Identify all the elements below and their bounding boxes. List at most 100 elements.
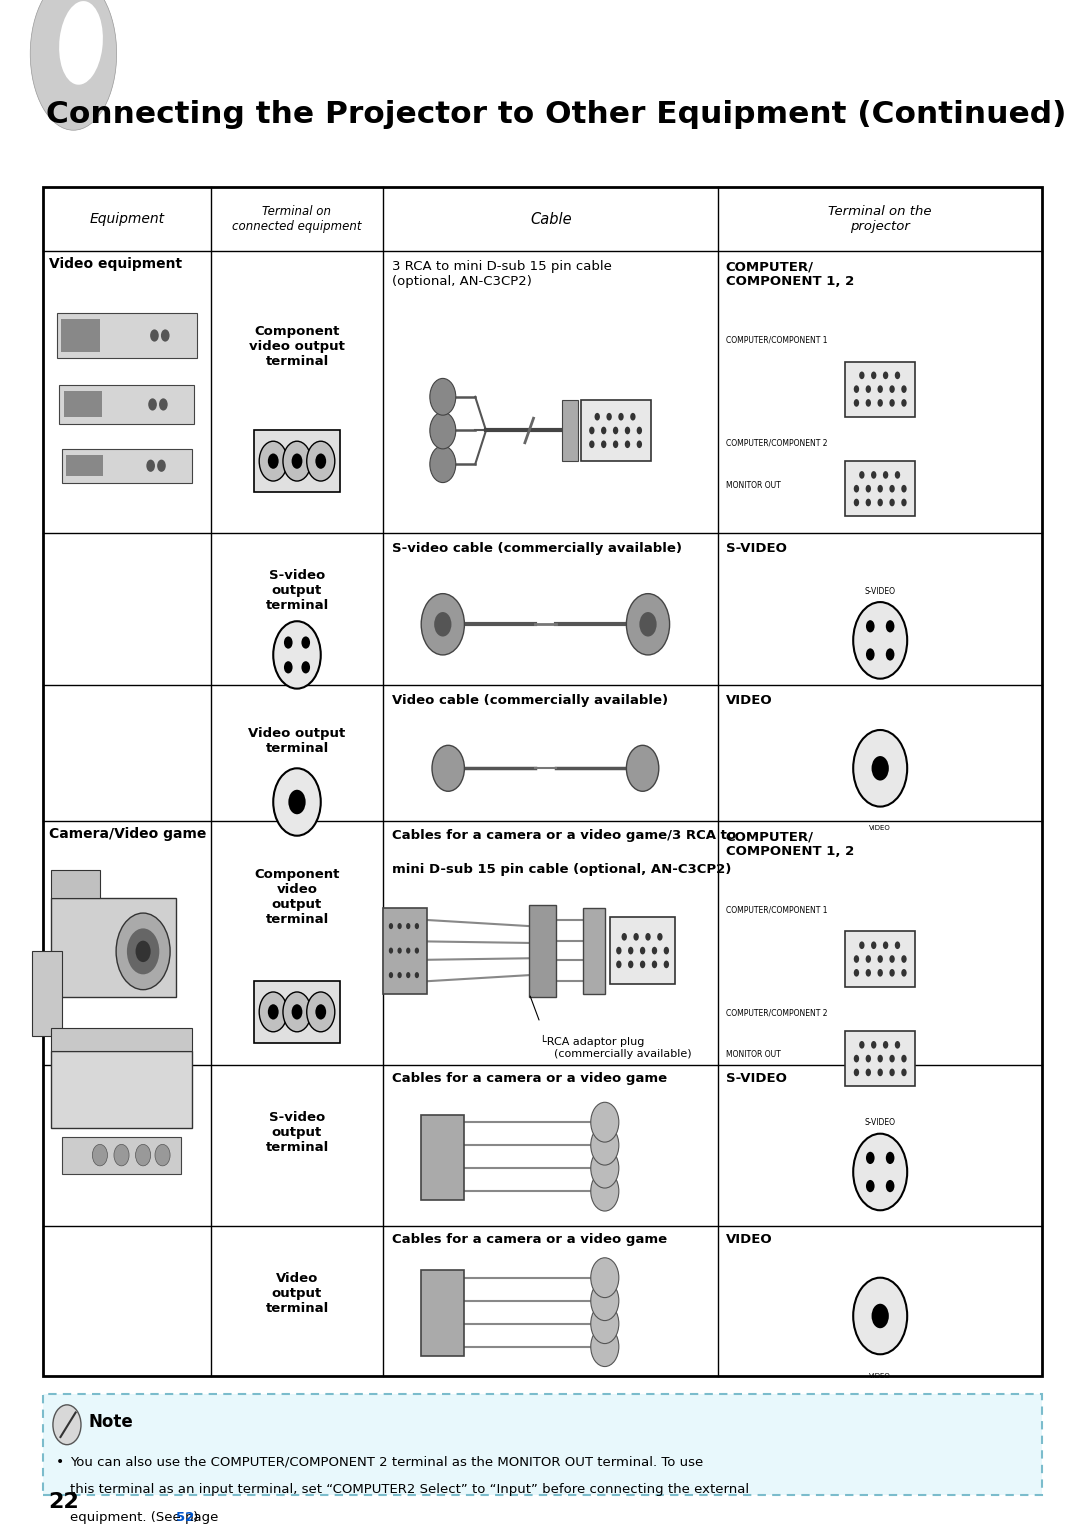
Circle shape (853, 729, 907, 806)
Bar (43, 1394, 1042, 1495)
Circle shape (853, 398, 860, 406)
Circle shape (283, 441, 311, 481)
Circle shape (886, 1180, 894, 1192)
Circle shape (639, 947, 646, 954)
Circle shape (889, 486, 894, 493)
Circle shape (430, 412, 456, 449)
Circle shape (397, 947, 402, 953)
Circle shape (901, 499, 907, 506)
Text: COMPUTER/
COMPONENT 1, 2: COMPUTER/ COMPONENT 1, 2 (726, 830, 854, 858)
Circle shape (877, 956, 883, 964)
Text: Cable: Cable (530, 211, 571, 227)
Circle shape (853, 1069, 860, 1075)
Circle shape (889, 1069, 894, 1075)
Circle shape (625, 441, 631, 447)
Circle shape (591, 1304, 619, 1344)
Circle shape (652, 961, 657, 968)
Circle shape (259, 441, 287, 481)
Circle shape (859, 371, 864, 380)
Circle shape (889, 970, 894, 977)
Text: VIDEO: VIDEO (726, 1233, 772, 1246)
Circle shape (591, 1258, 619, 1298)
Circle shape (619, 412, 624, 420)
Circle shape (117, 913, 171, 990)
Circle shape (301, 662, 310, 674)
Text: COMPUTER/
COMPONENT 1, 2: COMPUTER/ COMPONENT 1, 2 (726, 260, 854, 288)
Circle shape (301, 636, 310, 648)
Text: S-VIDEO: S-VIDEO (865, 1118, 895, 1128)
Bar (254, 982, 340, 1042)
Circle shape (901, 970, 907, 977)
Circle shape (853, 1134, 907, 1210)
Circle shape (889, 385, 894, 392)
Circle shape (865, 1069, 870, 1075)
Circle shape (607, 412, 612, 420)
Bar (62, 319, 100, 352)
Circle shape (93, 1144, 108, 1166)
Text: VIDEO: VIDEO (869, 1373, 891, 1379)
Text: └RCA adaptor plug
    (commercially available): └RCA adaptor plug (commercially availabl… (540, 1036, 691, 1059)
Circle shape (853, 1054, 860, 1063)
Circle shape (901, 486, 907, 493)
Text: S-VIDEO: S-VIDEO (726, 1072, 786, 1085)
Circle shape (853, 385, 860, 392)
Bar (63, 449, 192, 483)
Text: S-VIDEO: S-VIDEO (726, 542, 786, 555)
Circle shape (889, 499, 894, 506)
Circle shape (415, 973, 419, 979)
Circle shape (652, 947, 657, 954)
Circle shape (589, 441, 595, 447)
Circle shape (901, 385, 907, 392)
Circle shape (430, 446, 456, 483)
Circle shape (127, 928, 160, 974)
Circle shape (866, 620, 875, 633)
Circle shape (865, 499, 870, 506)
Text: S-video
output
terminal: S-video output terminal (266, 1111, 328, 1155)
Circle shape (591, 1103, 619, 1143)
Circle shape (663, 961, 670, 968)
Bar (32, 951, 63, 1036)
Circle shape (866, 1152, 875, 1164)
Circle shape (889, 1054, 894, 1063)
Circle shape (397, 922, 402, 928)
Bar (583, 907, 605, 994)
Text: Video
output
terminal: Video output terminal (266, 1272, 328, 1314)
Text: Note: Note (89, 1413, 133, 1431)
Text: VIDEO: VIDEO (869, 824, 891, 830)
Bar (52, 898, 176, 997)
Circle shape (882, 1042, 888, 1048)
Circle shape (663, 947, 670, 954)
Bar (64, 391, 102, 417)
Text: You can also use the COMPUTER/COMPONENT 2 terminal as the MONITOR OUT terminal. : You can also use the COMPUTER/COMPONENT … (70, 1455, 703, 1468)
Circle shape (901, 1054, 907, 1063)
Text: COMPUTER/COMPONENT 2: COMPUTER/COMPONENT 2 (726, 1008, 827, 1017)
Text: VIDEO: VIDEO (726, 694, 772, 706)
Circle shape (288, 791, 306, 813)
Text: S-video cable (commercially available): S-video cable (commercially available) (392, 542, 683, 555)
Circle shape (859, 1042, 864, 1048)
Text: Connecting the Projector to Other Equipment (Continued): Connecting the Projector to Other Equipm… (46, 101, 1066, 129)
Circle shape (637, 426, 643, 434)
Circle shape (53, 1405, 81, 1445)
Bar (562, 400, 578, 461)
Circle shape (161, 329, 170, 342)
Circle shape (156, 1144, 171, 1166)
Text: Video equipment: Video equipment (49, 257, 181, 271)
Text: Video output
terminal: Video output terminal (248, 726, 346, 755)
Circle shape (633, 933, 639, 941)
Circle shape (853, 1278, 907, 1354)
Circle shape (432, 745, 464, 791)
Circle shape (613, 441, 619, 447)
Circle shape (591, 1327, 619, 1367)
Circle shape (406, 922, 410, 928)
Circle shape (882, 371, 888, 380)
Circle shape (158, 460, 166, 472)
Bar (421, 1270, 464, 1356)
Circle shape (150, 329, 159, 342)
Text: Equipment: Equipment (90, 211, 164, 227)
Circle shape (882, 941, 888, 950)
Circle shape (865, 1054, 870, 1063)
Circle shape (877, 1069, 883, 1075)
Circle shape (637, 441, 643, 447)
Circle shape (877, 499, 883, 506)
